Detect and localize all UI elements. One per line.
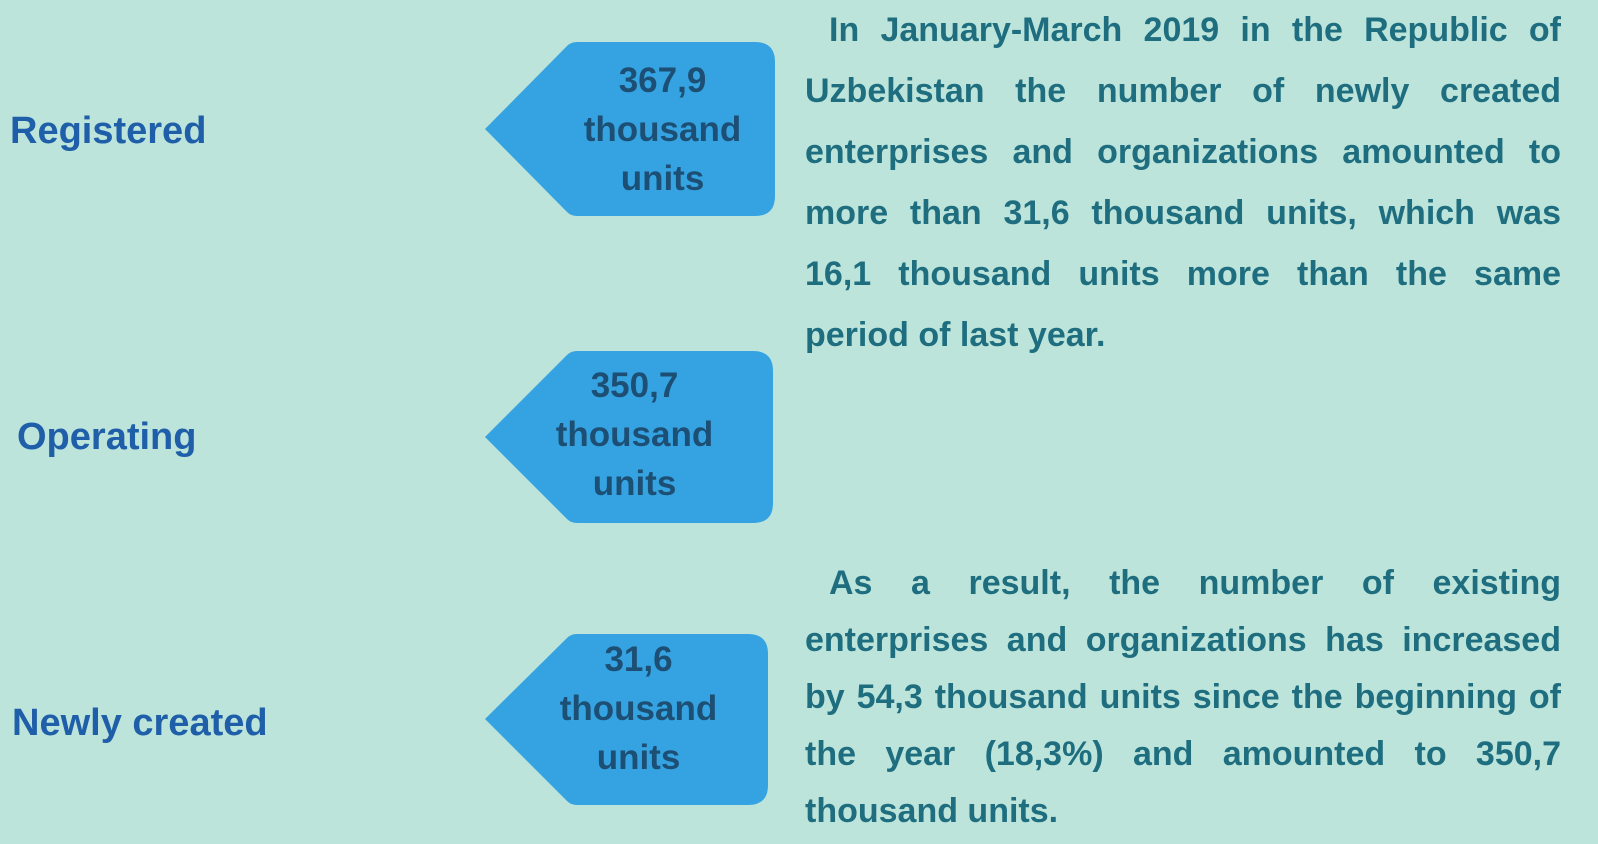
callout-unit: thousand units [583,110,742,198]
callout: 350,7 thousand units [485,351,773,523]
callout-shape [485,42,775,216]
callout-value: 350,7 [590,366,679,405]
callout-shape [485,351,773,523]
item-label: Registered [10,110,207,152]
callout-value: 31,6 [604,640,673,679]
paragraph: As a result, the number of existing ente… [805,564,1561,830]
callout-value: 367,9 [618,61,707,100]
callout-shape [485,634,768,805]
item-label: Newly created [12,702,268,744]
paragraph: In January-March 2019 in the Republic of… [805,11,1561,354]
callout-unit: thousand units [555,415,714,503]
callout-unit: thousand units [559,689,718,777]
item-label: Operating [17,416,197,458]
callout: 367,9 thousand units [485,42,775,216]
callout: 31,6 thousand units [485,634,768,805]
